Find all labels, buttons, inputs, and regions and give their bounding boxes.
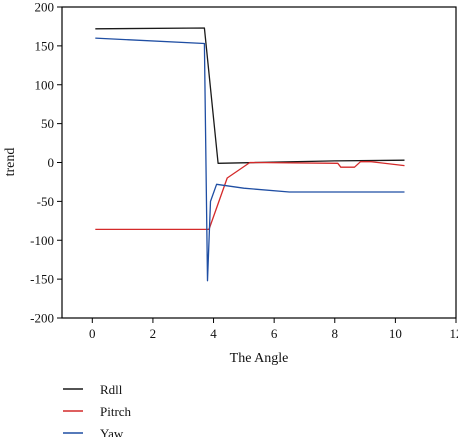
x-tick-label: 10	[389, 326, 402, 341]
y-tick-label: -50	[37, 194, 54, 209]
x-tick-label: 2	[150, 326, 157, 341]
y-tick-label: 200	[35, 0, 55, 15]
x-axis: 0 2 4 6 8 10 12	[89, 318, 458, 341]
series-lines	[95, 27, 405, 282]
y-tick-label: 50	[41, 116, 54, 131]
x-tick-label: 6	[271, 326, 278, 341]
legend: Rdll Pitrch Yaw	[63, 382, 132, 437]
legend-label: Yaw	[100, 426, 124, 437]
y-tick-label: 100	[35, 77, 55, 92]
y-tick-label: -200	[30, 311, 54, 326]
x-tick-label: 0	[89, 326, 96, 341]
series-line-yaw	[95, 37, 405, 282]
y-tick-label: -150	[30, 272, 54, 287]
x-axis-title: The Angle	[230, 351, 289, 366]
y-tick-label: -100	[30, 233, 54, 248]
series-line-pitrch	[95, 161, 405, 231]
y-axis-title: trend	[3, 148, 18, 177]
series-line-rdll	[95, 27, 405, 164]
y-tick-label: 0	[48, 155, 55, 170]
y-tick-label: 150	[35, 38, 55, 53]
x-tick-label: 8	[332, 326, 339, 341]
legend-label: Pitrch	[100, 404, 132, 419]
y-axis: 200 150 100 50 0 -50 -100 -150 -200	[30, 0, 62, 326]
legend-label: Rdll	[100, 382, 123, 397]
x-tick-label: 12	[450, 326, 458, 341]
x-tick-label: 4	[210, 326, 217, 341]
